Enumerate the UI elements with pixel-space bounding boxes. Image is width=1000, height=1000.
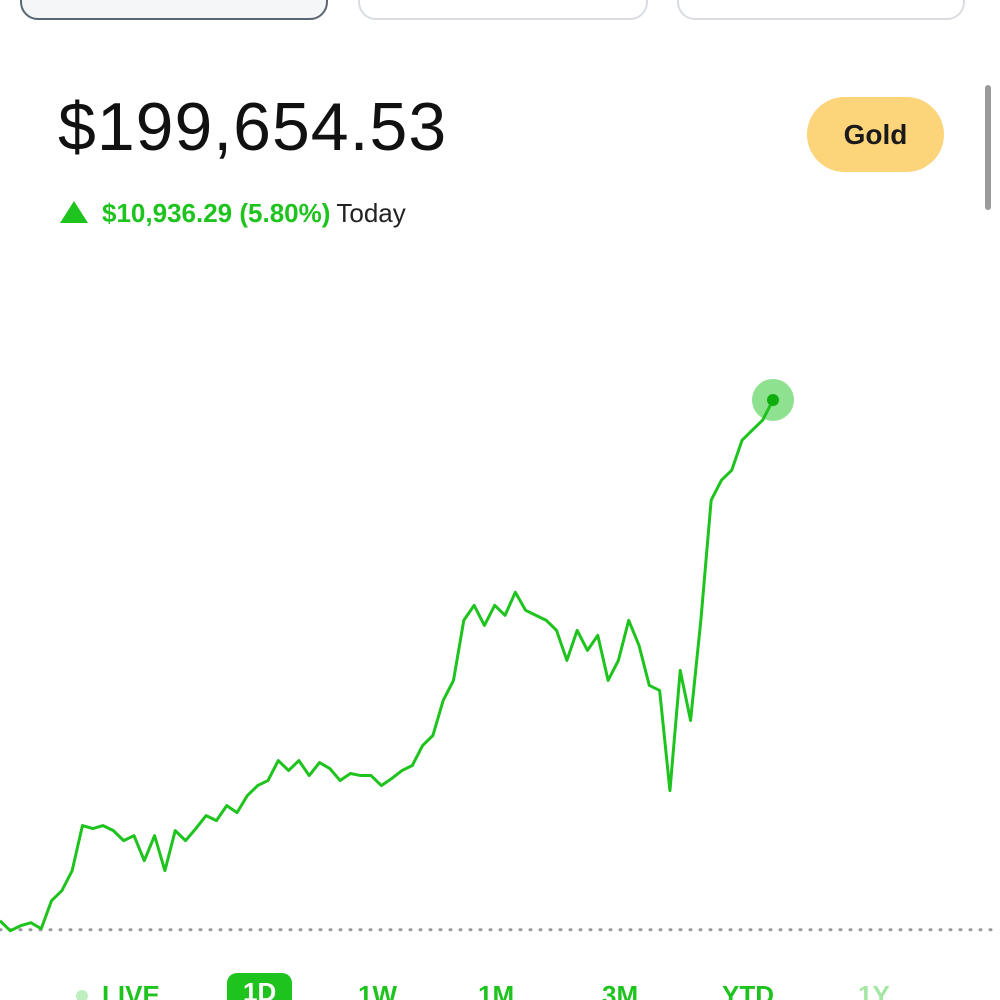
current-point <box>767 393 779 406</box>
range-tab[interactable]: 1M <box>478 980 515 1000</box>
up-arrow <box>60 201 88 223</box>
price-line <box>0 399 775 933</box>
scrollbar <box>985 85 991 210</box>
portfolio-value: $199,654.53 <box>58 89 448 165</box>
live-dot <box>76 990 88 1000</box>
range-tab[interactable]: 1W <box>358 980 397 1000</box>
change-amount: $10,936.29 (5.80%) <box>102 198 331 228</box>
change-row: $10,936.29 (5.80%) Today <box>60 198 406 229</box>
range-tab[interactable]: 1D <box>227 973 293 1000</box>
range-tab[interactable]: 3M <box>602 980 639 1000</box>
period-label: Today <box>336 198 406 228</box>
range-tab[interactable]: LIVE <box>102 980 160 1000</box>
range-tab[interactable]: 1Y <box>858 980 890 1000</box>
range-tab[interactable]: YTD <box>722 980 774 1000</box>
gold-button[interactable]: Gold <box>807 97 944 172</box>
